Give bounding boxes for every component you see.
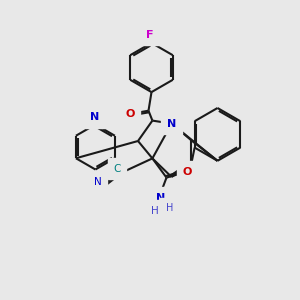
Text: N: N <box>156 193 165 203</box>
Text: C: C <box>113 164 121 174</box>
Text: O: O <box>183 167 192 177</box>
Text: H: H <box>166 203 173 213</box>
Text: N: N <box>94 177 101 188</box>
Text: N: N <box>90 112 99 122</box>
Text: F: F <box>146 29 154 40</box>
Text: H: H <box>151 206 158 216</box>
Text: O: O <box>125 109 135 119</box>
Text: N: N <box>167 118 176 129</box>
